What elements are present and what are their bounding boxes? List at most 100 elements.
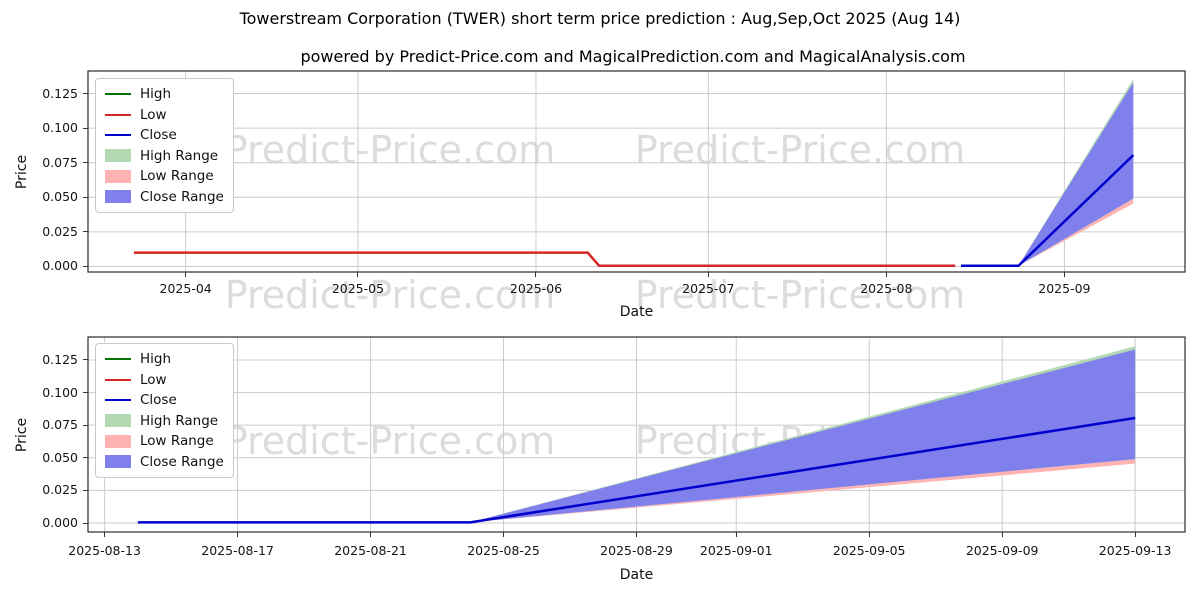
band-low-range <box>470 459 1136 523</box>
legend-label: High <box>140 351 172 368</box>
y-tick-mark <box>83 424 88 426</box>
figure-title: Towerstream Corporation (TWER) short ter… <box>239 9 961 28</box>
watermark-text-0: Predict-Price.com <box>224 127 556 172</box>
y-tick-mark <box>83 127 88 129</box>
band-close-range <box>470 349 1136 523</box>
y-tick-mark <box>83 392 88 394</box>
legend-item-low-range: Low Range <box>105 166 224 187</box>
x-tick-mark <box>535 272 537 277</box>
legend-key-line <box>105 134 131 137</box>
x-tick-mark <box>370 532 372 537</box>
x-tick-label: 2025-05 <box>331 281 385 296</box>
legend-key-line <box>105 113 131 116</box>
legend-item-close-range: Close Range <box>105 452 224 473</box>
legend-item-high-range: High Range <box>105 411 224 432</box>
y-axis-label: Price <box>14 154 30 189</box>
legend-label: Close Range <box>140 188 224 205</box>
legend-item-high: High <box>105 349 224 370</box>
legend-label: Close Range <box>140 453 224 470</box>
y-tick-mark <box>83 231 88 233</box>
x-tick-label: 2025-09-09 <box>965 543 1039 558</box>
y-tick-label: 0.000 <box>42 515 78 530</box>
legend-label: Close <box>140 392 177 409</box>
watermark-text-3: Predict-Price.com <box>634 272 966 317</box>
legend-key-swatch <box>105 169 131 183</box>
y-tick-mark <box>83 359 88 361</box>
legend-label: Close <box>140 127 177 144</box>
y-tick-label: 0.075 <box>42 154 78 170</box>
legend-item-low: Low <box>105 370 224 391</box>
y-tick-label: 0.050 <box>42 189 78 205</box>
x-tick-label: 2025-09-05 <box>832 543 906 558</box>
band-high-range <box>470 346 1136 523</box>
y-tick-mark <box>83 522 88 524</box>
x-tick-label: 2025-04 <box>159 281 212 296</box>
y-tick-label: 0.025 <box>42 482 78 498</box>
x-tick-mark <box>735 532 737 537</box>
watermark-text-4: Predict-Price.com <box>224 418 556 463</box>
plot-frame <box>87 70 1186 273</box>
legend-box: High Low Close High Range Low Range Close Ran… <box>95 343 234 478</box>
x-tick-mark <box>503 532 505 537</box>
y-tick-label: 0.100 <box>42 120 78 136</box>
x-tick-label: 2025-08-29 <box>600 543 673 558</box>
x-tick-label: 2025-09 <box>1038 281 1091 296</box>
legend-key-line <box>105 93 131 96</box>
legend-label: High <box>140 86 172 103</box>
legend-key-swatch <box>105 190 131 204</box>
x-tick-label: 2025-08-17 <box>201 543 274 558</box>
x-tick-mark <box>1063 272 1065 277</box>
legend-key-swatch <box>105 414 131 428</box>
x-tick-mark <box>636 532 637 537</box>
legend-item-low: Low <box>105 105 224 126</box>
y-tick-label: 0.050 <box>42 449 78 465</box>
x-tick-mark <box>707 272 709 277</box>
legend-label: Low Range <box>140 168 214 185</box>
x-tick-mark <box>868 532 870 537</box>
watermark-text-1: Predict-Price.com <box>634 127 966 172</box>
legend-item-close: Close <box>105 125 224 146</box>
x-tick-mark <box>104 532 106 537</box>
x-tick-mark <box>357 272 359 277</box>
x-tick-label: 2025-06 <box>509 281 563 296</box>
legend-label: Low <box>140 371 167 388</box>
y-tick-label: 0.075 <box>42 417 78 433</box>
x-tick-label: 2025-08-13 <box>68 543 141 558</box>
y-tick-label: 0.125 <box>42 85 78 101</box>
x-tick-mark <box>885 272 887 277</box>
legend-item-high: High <box>105 84 224 105</box>
y-tick-label: 0.025 <box>42 223 78 239</box>
x-tick-label: 2025-08 <box>860 281 913 296</box>
y-tick-mark <box>83 196 88 198</box>
y-tick-label: 0.100 <box>42 384 78 400</box>
y-tick-label: 0.125 <box>42 351 78 367</box>
band-close-range <box>1018 82 1134 266</box>
x-tick-mark <box>185 272 187 277</box>
legend-item-low-range: Low Range <box>105 431 224 452</box>
line-close <box>137 416 1136 524</box>
y-tick-mark <box>83 162 88 164</box>
x-tick-label: 2025-09-13 <box>1098 543 1172 558</box>
x-tick-label: 2025-07 <box>682 281 735 296</box>
x-tick-mark <box>237 532 239 537</box>
legend-box: High Low Close High Range Low Range Close Ran… <box>95 78 234 213</box>
x-tick-label: 2025-09-01 <box>699 543 773 558</box>
line-low <box>133 251 956 268</box>
line-close <box>961 154 1135 268</box>
legend-label: High Range <box>140 147 219 164</box>
y-tick-label: 0.000 <box>42 258 78 274</box>
legend-label: Low Range <box>140 433 214 450</box>
y-tick-mark <box>83 489 88 491</box>
x-tick-label: 2025-08-21 <box>334 543 407 558</box>
legend-label: Low <box>140 106 167 123</box>
y-axis-label: Price <box>14 417 30 452</box>
y-tick-mark <box>83 265 88 267</box>
legend-item-close: Close <box>105 390 224 411</box>
legend-key-swatch <box>105 434 131 448</box>
x-axis-label: Date <box>619 567 654 583</box>
figure-subtitle: powered by Predict-Price.com and Magical… <box>300 47 966 66</box>
legend-key-line <box>105 378 131 381</box>
